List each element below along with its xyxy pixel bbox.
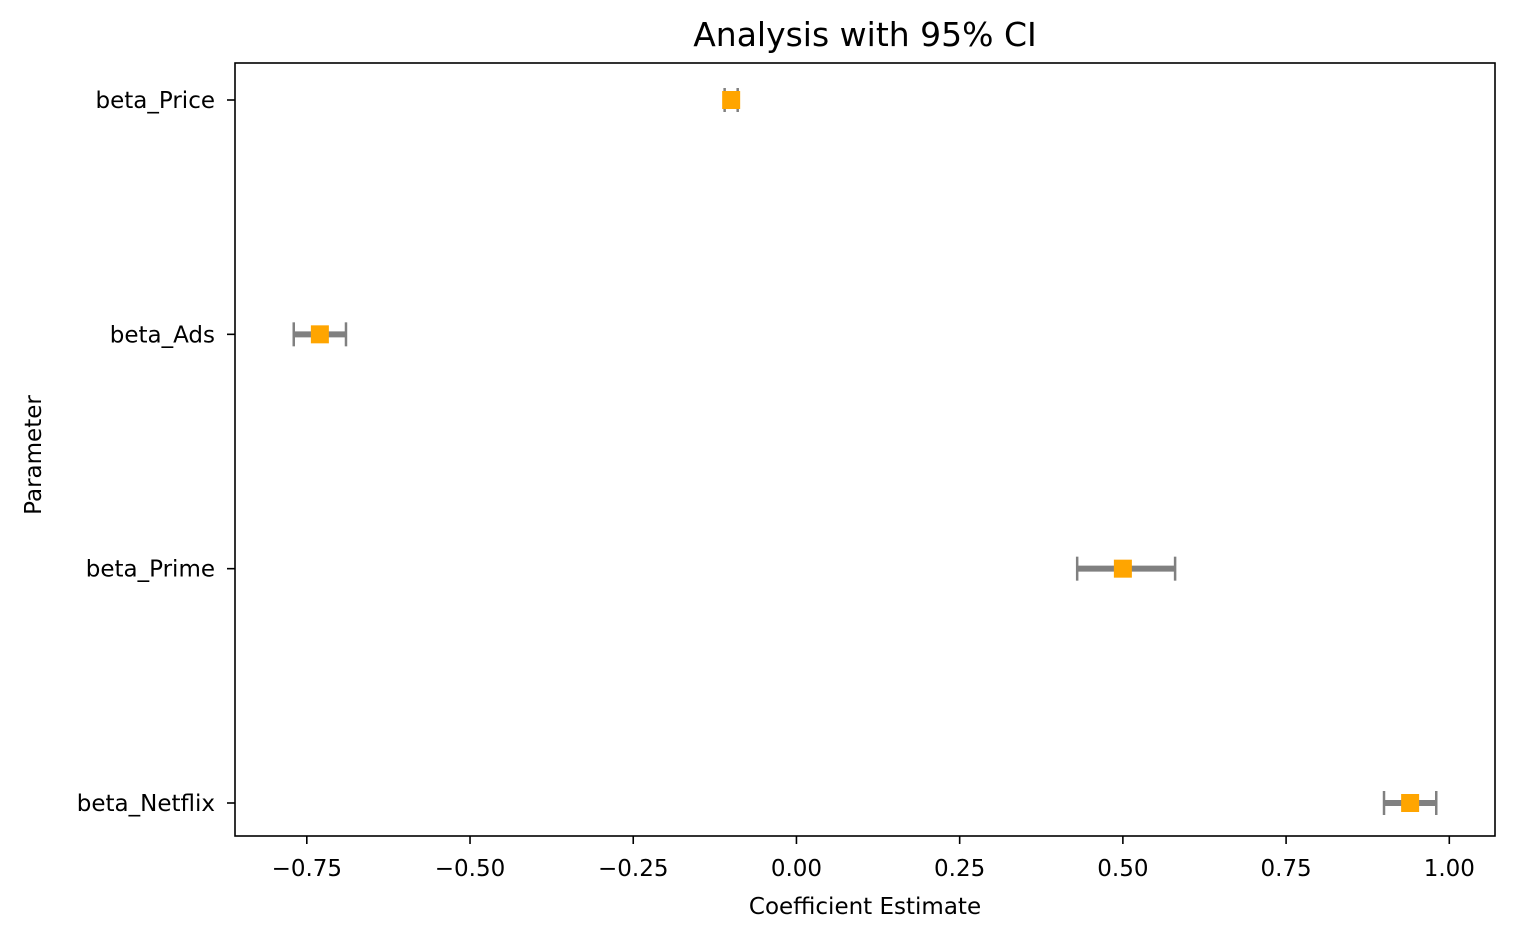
estimate-marker-beta_Ads: [310, 325, 329, 344]
estimate-marker-beta_Netflix: [1401, 794, 1420, 812]
x-tick-label-6: 0.75: [1260, 856, 1311, 882]
estimate-marker-beta_Price: [722, 91, 741, 109]
x-tick-label-4: 0.25: [934, 856, 985, 882]
x-tick-label-5: 0.50: [1097, 856, 1148, 882]
chart-title: Analysis with 95% CI: [693, 15, 1037, 54]
y-tick-label-beta_Netflix: beta_Netflix: [77, 791, 215, 817]
y-tick-label-beta_Prime: beta_Prime: [86, 557, 215, 583]
y-axis-label: Parameter: [21, 395, 47, 515]
y-tick-label-beta_Ads: beta_Ads: [110, 322, 215, 348]
x-tick-label-2: −0.25: [598, 856, 668, 882]
x-tick-label-7: 1.00: [1424, 856, 1475, 882]
x-axis-label: Coefficient Estimate: [749, 894, 981, 920]
estimate-marker-beta_Prime: [1113, 559, 1132, 578]
x-tick-label-0: −0.75: [272, 856, 342, 882]
y-tick-label-beta_Price: beta_Price: [96, 88, 215, 114]
plot-area: [292, 88, 1438, 815]
x-tick-label-1: −0.50: [435, 856, 505, 882]
axes-frame: [234, 62, 1496, 837]
x-tick-label-3: 0.00: [771, 856, 822, 882]
